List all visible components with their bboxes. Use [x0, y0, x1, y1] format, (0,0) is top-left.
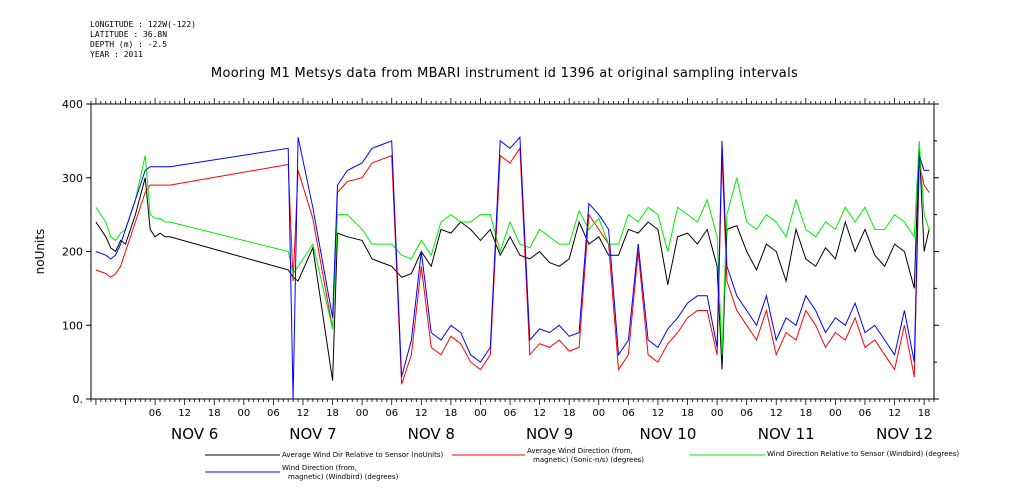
- y-axis-label: noUnits: [33, 229, 47, 275]
- x-day-label: NOV 10: [639, 425, 696, 443]
- x-hour-label: 06: [267, 408, 280, 419]
- x-day-label: NOV 6: [171, 425, 218, 443]
- x-day-label: NOV 7: [289, 425, 336, 443]
- series-line-2: [95, 146, 930, 385]
- x-hour-label: 18: [681, 408, 694, 419]
- x-hour-label: 06: [622, 408, 635, 419]
- x-hour-label: 18: [326, 408, 339, 419]
- y-tick-label: 0.: [73, 393, 84, 406]
- y-tick-label: 400: [62, 98, 83, 111]
- x-hour-label: 06: [859, 408, 872, 419]
- x-hour-label: 00: [711, 408, 724, 419]
- x-day-label: NOV 9: [526, 425, 573, 443]
- x-hour-label: 00: [474, 408, 487, 419]
- x-hour-label: 12: [888, 408, 901, 419]
- x-day-label: NOV 12: [876, 425, 933, 443]
- x-day-label: NOV 11: [758, 425, 815, 443]
- legend-label-3: Wind Direction Relative to Sensor (Windb…: [767, 450, 959, 458]
- plot-frame: [90, 103, 935, 400]
- x-hour-label: 06: [504, 408, 517, 419]
- y-tick-label: 100: [62, 319, 83, 332]
- meta-latitude: LATITUDE : 36.8N: [90, 30, 168, 39]
- x-hour-label: 12: [770, 408, 783, 419]
- x-hour-label: 12: [533, 408, 546, 419]
- x-hour-label: 12: [297, 408, 310, 419]
- x-hour-label: 18: [563, 408, 576, 419]
- x-hour-label: 06: [740, 408, 753, 419]
- meta-longitude: LONGITUDE : 122W(-122): [90, 20, 196, 29]
- x-hour-label: 12: [415, 408, 428, 419]
- chart-title: Mooring M1 Metsys data from MBARI instru…: [210, 66, 799, 81]
- series-line-1: [95, 144, 930, 381]
- x-hour-label: 18: [208, 408, 221, 419]
- x-hour-label: 06: [149, 408, 162, 419]
- meta-year: YEAR : 2011: [90, 50, 143, 59]
- plot-area: [95, 135, 930, 400]
- metadata-block: LONGITUDE : 122W(-122) LATITUDE : 36.8N …: [90, 20, 196, 60]
- y-tick-label: 200: [62, 246, 83, 259]
- y-tick-label: 300: [62, 172, 83, 185]
- x-hour-label: 18: [445, 408, 458, 419]
- x-hour-label: 18: [918, 408, 931, 419]
- x-day-label: NOV 8: [408, 425, 455, 443]
- series-line-3: [95, 140, 930, 355]
- legend-label-1: Average Wind Dir Relative to Sensor (noU…: [282, 451, 443, 459]
- x-hour-label: 00: [356, 408, 369, 419]
- legend-label-4: Wind Direction (from, magnetic) (Windbird…: [282, 464, 399, 481]
- x-hour-label: 18: [799, 408, 812, 419]
- x-hour-label: 06: [385, 408, 398, 419]
- x-hour-label: 12: [652, 408, 665, 419]
- legend-label-2: Average Wind Direction (from, magnetic) (…: [527, 447, 644, 464]
- x-hour-label: 00: [592, 408, 605, 419]
- x-hour-label: 00: [829, 408, 842, 419]
- x-hour-label: 00: [237, 408, 250, 419]
- series-line-4: [95, 135, 930, 400]
- x-hour-label: 12: [178, 408, 191, 419]
- meta-depth: DEPTH (m) : -2.5: [90, 40, 168, 49]
